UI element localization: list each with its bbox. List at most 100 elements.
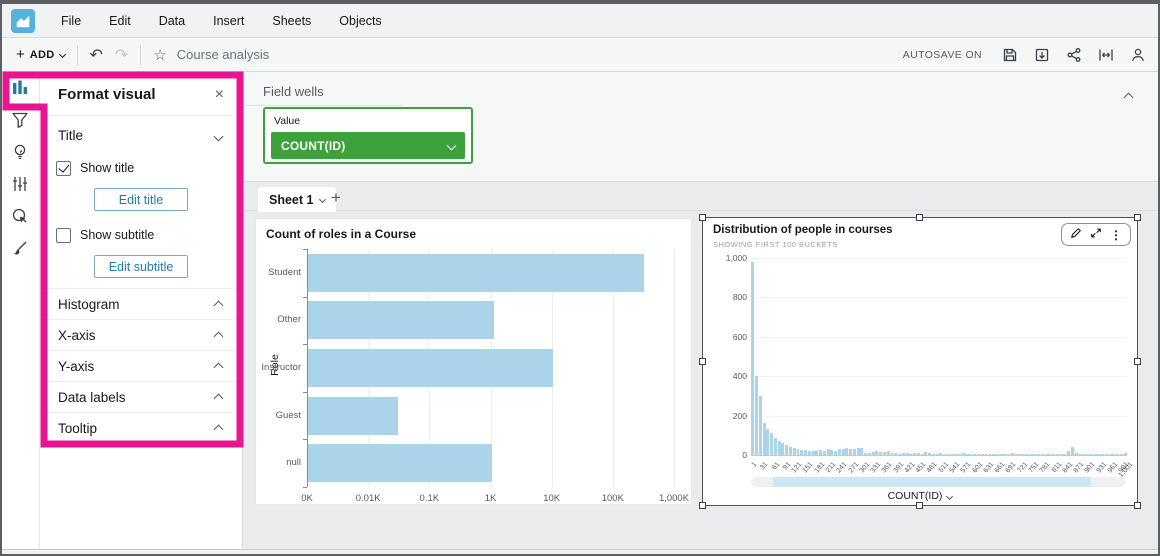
histogram-bar[interactable]: [773, 438, 777, 455]
histogram-bar[interactable]: [815, 451, 819, 455]
histogram-bar[interactable]: [1063, 454, 1067, 455]
histogram-bar[interactable]: [871, 452, 875, 455]
parameters-icon[interactable]: [0, 168, 40, 200]
histogram-bar[interactable]: [807, 450, 811, 455]
histogram-bar[interactable]: [1074, 453, 1078, 455]
bar-Guest[interactable]: [308, 396, 399, 435]
edit-subtitle-button[interactable]: Edit subtitle: [94, 255, 188, 278]
quicksight-logo-icon[interactable]: [11, 8, 35, 33]
menu-edit[interactable]: Edit: [109, 13, 131, 28]
axis-zoom-slider[interactable]: [751, 477, 1125, 487]
show-subtitle-checkbox[interactable]: [56, 227, 71, 243]
resize-handle[interactable]: [699, 214, 706, 221]
histogram-bar[interactable]: [931, 453, 935, 455]
bar-Instructor[interactable]: [308, 349, 553, 387]
collapse-field-wells[interactable]: [1123, 88, 1134, 106]
histogram-bar[interactable]: [984, 453, 988, 455]
histogram-bar[interactable]: [755, 376, 759, 455]
resize-handle[interactable]: [916, 214, 923, 221]
histogram-bar[interactable]: [977, 454, 980, 455]
histogram-bar[interactable]: [883, 451, 886, 455]
visualize-icon[interactable]: [0, 72, 40, 104]
histogram-bar[interactable]: [758, 395, 762, 455]
histogram-bar[interactable]: [849, 448, 853, 455]
histogram-bar[interactable]: [999, 454, 1003, 455]
favorite-star-icon[interactable]: ☆: [153, 46, 167, 64]
histogram-bar[interactable]: [837, 449, 841, 455]
histogram-bar[interactable]: [1089, 454, 1093, 455]
histogram-bar[interactable]: [789, 446, 792, 455]
resize-handle[interactable]: [1134, 502, 1141, 509]
histogram-bar[interactable]: [1014, 453, 1018, 455]
bar-chart-visual[interactable]: Count of roles in a Course Role 0K 0.01K 0…: [255, 218, 692, 505]
actions-icon[interactable]: [0, 200, 40, 232]
histogram-bar[interactable]: [841, 449, 845, 455]
undo-icon[interactable]: ↶: [89, 46, 103, 64]
histogram-bar[interactable]: [928, 453, 932, 455]
histogram-bar[interactable]: [1052, 454, 1056, 455]
menu-sheets[interactable]: Sheets: [272, 13, 312, 28]
menu-file[interactable]: File: [61, 13, 82, 28]
histogram-bar[interactable]: [1086, 454, 1089, 455]
filter-icon[interactable]: [0, 104, 40, 136]
histogram-bar[interactable]: [890, 452, 894, 455]
histogram-bar[interactable]: [1059, 454, 1063, 455]
resize-handle[interactable]: [1134, 214, 1141, 221]
histogram-bar[interactable]: [830, 450, 834, 455]
bar-Other[interactable]: [308, 301, 495, 340]
histogram-bar[interactable]: [1116, 454, 1120, 455]
histogram-bar[interactable]: [792, 447, 796, 455]
histogram-bar[interactable]: [856, 447, 860, 455]
histogram-bar[interactable]: [1022, 454, 1026, 455]
histogram-bar[interactable]: [965, 453, 969, 455]
menu-insert[interactable]: Insert: [213, 13, 245, 28]
section-histogram[interactable]: Histogram: [40, 289, 242, 320]
bar-Student[interactable]: [308, 253, 644, 292]
histogram-bar[interactable]: [1108, 454, 1112, 455]
histogram-bar[interactable]: [924, 452, 928, 455]
histogram-bar[interactable]: [1044, 454, 1048, 455]
histogram-bar[interactable]: [781, 443, 785, 455]
histogram-bar[interactable]: [804, 450, 807, 455]
section-title[interactable]: Title: [40, 116, 242, 154]
histogram-bar[interactable]: [946, 454, 950, 455]
resize-handle[interactable]: [699, 502, 706, 509]
histogram-bar[interactable]: [826, 449, 830, 455]
histogram-bar[interactable]: [886, 451, 890, 455]
section-y-axis[interactable]: Y-axis: [40, 351, 242, 382]
histogram-bar[interactable]: [785, 445, 789, 455]
histogram-bar[interactable]: [920, 453, 924, 455]
histogram-bar[interactable]: [939, 453, 943, 455]
tab-sheet-1[interactable]: Sheet 1: [258, 187, 337, 212]
histogram-bar[interactable]: [1104, 454, 1108, 455]
histogram-bar[interactable]: [954, 453, 958, 455]
histogram-bar[interactable]: [1033, 454, 1037, 455]
histogram-bar[interactable]: [1003, 454, 1007, 455]
section-data-labels[interactable]: Data labels: [40, 382, 242, 413]
histogram-bar[interactable]: [1067, 451, 1071, 455]
resize-handle[interactable]: [699, 358, 706, 365]
histogram-bar[interactable]: [961, 453, 965, 455]
user-icon[interactable]: [1129, 46, 1146, 63]
histogram-bar[interactable]: [867, 453, 871, 455]
histogram-bar[interactable]: [762, 423, 766, 455]
histogram-bar[interactable]: [916, 453, 920, 455]
insights-icon[interactable]: [0, 136, 40, 168]
share-icon[interactable]: [1065, 46, 1082, 63]
histogram-bar[interactable]: [898, 453, 901, 455]
histogram-bar[interactable]: [894, 453, 898, 455]
resize-handle[interactable]: [916, 502, 923, 509]
histogram-bar[interactable]: [852, 449, 856, 455]
section-tooltip[interactable]: Tooltip: [40, 413, 242, 444]
histogram-bar[interactable]: [860, 448, 864, 455]
histogram-bar[interactable]: [901, 453, 905, 455]
histogram-bar[interactable]: [1025, 454, 1029, 455]
histogram-bar[interactable]: [913, 452, 917, 455]
resize-handle[interactable]: [1134, 358, 1141, 365]
histogram-bar[interactable]: [811, 451, 815, 455]
export-icon[interactable]: [1033, 46, 1050, 63]
autosave-status[interactable]: AUTOSAVE ON: [902, 48, 982, 61]
histogram-bar[interactable]: [988, 454, 992, 455]
histogram-bar[interactable]: [1048, 454, 1052, 455]
add-button[interactable]: + ADD: [16, 47, 66, 62]
